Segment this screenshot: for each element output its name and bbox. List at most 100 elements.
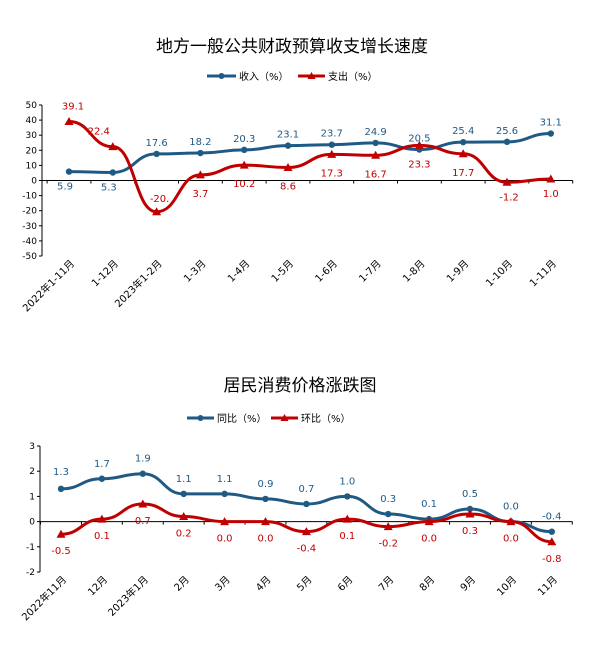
chart2-series-1-point bbox=[465, 509, 475, 518]
chart2-legend-yoy-label: 同比（%） bbox=[217, 413, 267, 425]
chart1-series-0-point bbox=[109, 169, 117, 176]
chart2-series-1-point bbox=[179, 512, 189, 521]
chart2-x-tick-label: 7月 bbox=[376, 574, 396, 594]
chart2-series-0-point bbox=[466, 505, 474, 513]
chart1-series-0-line bbox=[68, 132, 551, 174]
chart1-series-0-point bbox=[547, 130, 554, 137]
chart1-x-tick-label: 1-7月 bbox=[357, 258, 384, 285]
chart2-y-tick-label: 2 bbox=[29, 467, 35, 477]
chart2-x-tick-label: 2022年11月 bbox=[19, 573, 69, 623]
chart1-series-0-data-label: 20.3 bbox=[233, 134, 255, 145]
chart2-y-tick-label: -1 bbox=[26, 543, 35, 553]
chart1-series-0-data-label: 5.9 bbox=[57, 182, 73, 193]
chart1-series-0-point bbox=[153, 150, 160, 158]
chart1-series-1-data-label: 16.7 bbox=[364, 169, 386, 180]
chart2-x-tick-label: 3月 bbox=[213, 574, 233, 594]
chart2-x-tick-label: 10月 bbox=[494, 574, 519, 599]
chart1-series-1-point bbox=[283, 163, 293, 172]
chart1-y-tick-label: -30 bbox=[22, 222, 37, 232]
chart2-series-0-data-label: -0.4 bbox=[542, 512, 562, 523]
chart1-x-tick-label: 1-5月 bbox=[269, 258, 296, 285]
chart1-series-1-data-label: 22.4 bbox=[88, 127, 110, 138]
chart2-series-1-data-label: -0.2 bbox=[378, 539, 398, 550]
chart1-x-tick-label: 1-12月 bbox=[89, 258, 121, 290]
chart1-series-0-point bbox=[241, 146, 248, 154]
chart2-series-0-point bbox=[98, 475, 106, 482]
chart2-series-1-data-label: 0.0 bbox=[217, 534, 233, 545]
chart2-series-1-data-label: 0.3 bbox=[462, 526, 478, 537]
chart2-series-1-point bbox=[424, 517, 434, 526]
chart1-series-1-point bbox=[502, 177, 512, 186]
chart2-series-1-data-label: -0.8 bbox=[542, 554, 562, 565]
chart2-legend: 同比（%） 环比（%） bbox=[187, 413, 351, 425]
chart1-series-1-data-label: 23.3 bbox=[408, 159, 430, 170]
chart1-series-0-point bbox=[460, 138, 467, 146]
chart1-legend-income-label: 收入（%） bbox=[239, 70, 289, 83]
chart1-series-0-data-label: 23.1 bbox=[277, 130, 299, 141]
chart2-series-1-point bbox=[138, 499, 148, 508]
chart2-series-0-point bbox=[548, 528, 555, 535]
chart2-series-0-data-label: 1.7 bbox=[94, 459, 110, 470]
chart1-y-tick-label: -10 bbox=[22, 192, 37, 202]
chart1-series-1-point bbox=[152, 207, 162, 216]
chart1-series-1-point bbox=[108, 142, 118, 151]
chart2-x-tick-label: 6月 bbox=[335, 574, 355, 594]
chart2-series-1-point bbox=[342, 514, 352, 523]
chart1-series-0-point bbox=[328, 141, 335, 148]
chart2-series-1-point bbox=[301, 527, 311, 536]
chart2-series-1-data-label: 0.0 bbox=[258, 534, 274, 545]
chart2-series-0-point bbox=[57, 485, 65, 493]
chart1-legend: 收入（%） 支出（%） bbox=[207, 70, 378, 83]
chart1-series-1-data-label: 17.7 bbox=[452, 168, 474, 179]
chart1-plot: 5.9 5.3 17.6 18.2 20.3 23.1 23.7 24.9 20.5 25.4 25… bbox=[57, 101, 562, 216]
fiscal-growth-chart: 地方一般公共财政预算收支增长速度 收入（%） 支出（%） 50 40 30 20 10 0… bbox=[20, 37, 574, 314]
chart2-series-0-data-label: 1.1 bbox=[217, 474, 233, 485]
chart1-title: 地方一般公共财政预算收支增长速度 bbox=[156, 37, 428, 57]
chart1-x-tick-label: 1-10月 bbox=[484, 258, 516, 290]
chart2-series-0-point bbox=[139, 470, 146, 477]
chart2-series-0-data-label: 1.1 bbox=[176, 474, 192, 485]
chart1-series-1-data-label: 39.1 bbox=[62, 101, 84, 112]
chart2-series-1-data-label: 0.1 bbox=[94, 531, 110, 542]
chart2-series-0-point bbox=[385, 510, 392, 518]
chart1-series-0-data-label: 31.1 bbox=[540, 118, 562, 129]
chart2-x-tick-label: 4月 bbox=[254, 574, 274, 594]
chart1-series-1-point bbox=[239, 160, 249, 169]
chart1-series-0-data-label: 24.9 bbox=[364, 127, 386, 138]
chart2-series-0-point bbox=[221, 490, 228, 498]
chart1-legend-income-marker bbox=[218, 73, 225, 79]
chart2-series-1-point bbox=[383, 522, 393, 531]
chart1-series-1-point bbox=[546, 174, 556, 183]
chart1-series-0-data-label: 17.6 bbox=[145, 138, 167, 149]
chart2-series-1-point bbox=[56, 529, 66, 538]
chart2-series-1-point bbox=[547, 537, 557, 546]
chart2-x-tick-label: 11月 bbox=[535, 574, 560, 599]
chart2-x-tick-label: 5月 bbox=[294, 574, 314, 594]
chart1-series-0-data-label: 20.5 bbox=[408, 134, 430, 145]
chart1-y-tick-label: 40 bbox=[26, 116, 38, 126]
chart1-series-1-point bbox=[195, 170, 205, 179]
chart1-y-tick-label: 20 bbox=[26, 146, 38, 156]
chart1-legend-expense-marker bbox=[307, 72, 316, 79]
chart1-series-1-data-label: -1.2 bbox=[499, 192, 519, 203]
chart2-series-1-point bbox=[506, 517, 516, 526]
chart1-x-tick-label: 2023年1-2月 bbox=[112, 257, 165, 310]
chart2-series-1-point bbox=[220, 517, 230, 526]
chart2-series-1-data-label: 0.1 bbox=[339, 531, 355, 542]
chart2-legend-mom-label: 环比（%） bbox=[301, 413, 351, 425]
chart2-title: 居民消费价格涨跌图 bbox=[224, 376, 377, 396]
chart1-x-tick-label: 1-6月 bbox=[313, 258, 340, 285]
chart1-x-tick-label: 1-8月 bbox=[400, 258, 427, 285]
chart1-series-1-point bbox=[371, 150, 381, 159]
chart2-series-0-point bbox=[303, 500, 310, 508]
chart2-series-0-data-label: 0.3 bbox=[380, 494, 396, 505]
chart1-series-0-data-label: 18.2 bbox=[189, 137, 211, 148]
chart2-series-0-point bbox=[344, 493, 351, 500]
chart1-y-tick-label: 10 bbox=[26, 161, 38, 171]
chart2-y-tick-label: 3 bbox=[29, 442, 35, 452]
chart2-series-0-data-label: 0.9 bbox=[258, 479, 274, 490]
chart1-series-1-point bbox=[327, 149, 337, 158]
